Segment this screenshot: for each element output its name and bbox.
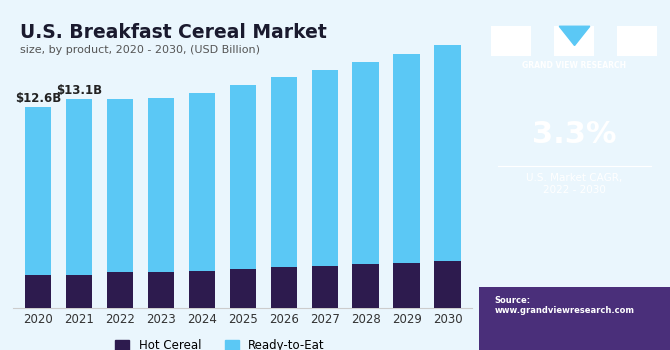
FancyBboxPatch shape: [479, 287, 670, 350]
Bar: [66, 99, 92, 274]
Bar: [393, 55, 420, 262]
Bar: [107, 272, 133, 308]
Bar: [434, 261, 461, 308]
Bar: [271, 267, 297, 308]
Bar: [66, 274, 92, 308]
Bar: [393, 262, 420, 308]
Text: U.S. Breakfast Cereal Market: U.S. Breakfast Cereal Market: [19, 23, 326, 42]
Text: $13.1B: $13.1B: [56, 84, 102, 97]
Text: 3.3%: 3.3%: [532, 120, 617, 149]
Bar: [230, 269, 256, 308]
Text: GRAND VIEW RESEARCH: GRAND VIEW RESEARCH: [523, 61, 626, 70]
Polygon shape: [559, 26, 590, 46]
Legend: Hot Cereal, Ready-to-Eat: Hot Cereal, Ready-to-Eat: [111, 334, 330, 350]
Bar: [188, 93, 215, 271]
Bar: [352, 62, 379, 264]
Bar: [107, 99, 133, 272]
Text: U.S. Market CAGR,
2022 - 2030: U.S. Market CAGR, 2022 - 2030: [527, 173, 622, 195]
Text: Source:
www.grandviewresearch.com: Source: www.grandviewresearch.com: [494, 296, 634, 315]
Text: $12.6B: $12.6B: [15, 92, 61, 105]
Bar: [147, 98, 174, 272]
Bar: [147, 272, 174, 308]
Bar: [271, 77, 297, 267]
Bar: [25, 274, 52, 308]
FancyBboxPatch shape: [553, 26, 594, 56]
Bar: [352, 264, 379, 308]
Bar: [188, 271, 215, 308]
Bar: [312, 70, 338, 266]
Bar: [230, 85, 256, 269]
Bar: [434, 45, 461, 261]
FancyBboxPatch shape: [490, 26, 531, 56]
FancyBboxPatch shape: [616, 26, 657, 56]
Text: size, by product, 2020 - 2030, (USD Billion): size, by product, 2020 - 2030, (USD Bill…: [19, 45, 259, 55]
Bar: [312, 266, 338, 308]
Bar: [25, 107, 52, 274]
